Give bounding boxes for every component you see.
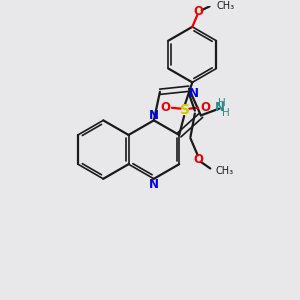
Text: N: N	[215, 101, 225, 114]
Text: S: S	[180, 103, 190, 117]
Text: O: O	[193, 4, 203, 18]
Text: H: H	[218, 98, 226, 108]
Text: N: N	[188, 87, 198, 100]
Text: CH₃: CH₃	[215, 167, 233, 176]
Text: O: O	[193, 153, 203, 166]
Text: H: H	[222, 108, 230, 118]
Text: O: O	[200, 101, 210, 114]
Text: O: O	[160, 101, 170, 114]
Text: N: N	[149, 109, 159, 122]
Text: N: N	[149, 178, 159, 190]
Text: CH₃: CH₃	[216, 2, 234, 11]
